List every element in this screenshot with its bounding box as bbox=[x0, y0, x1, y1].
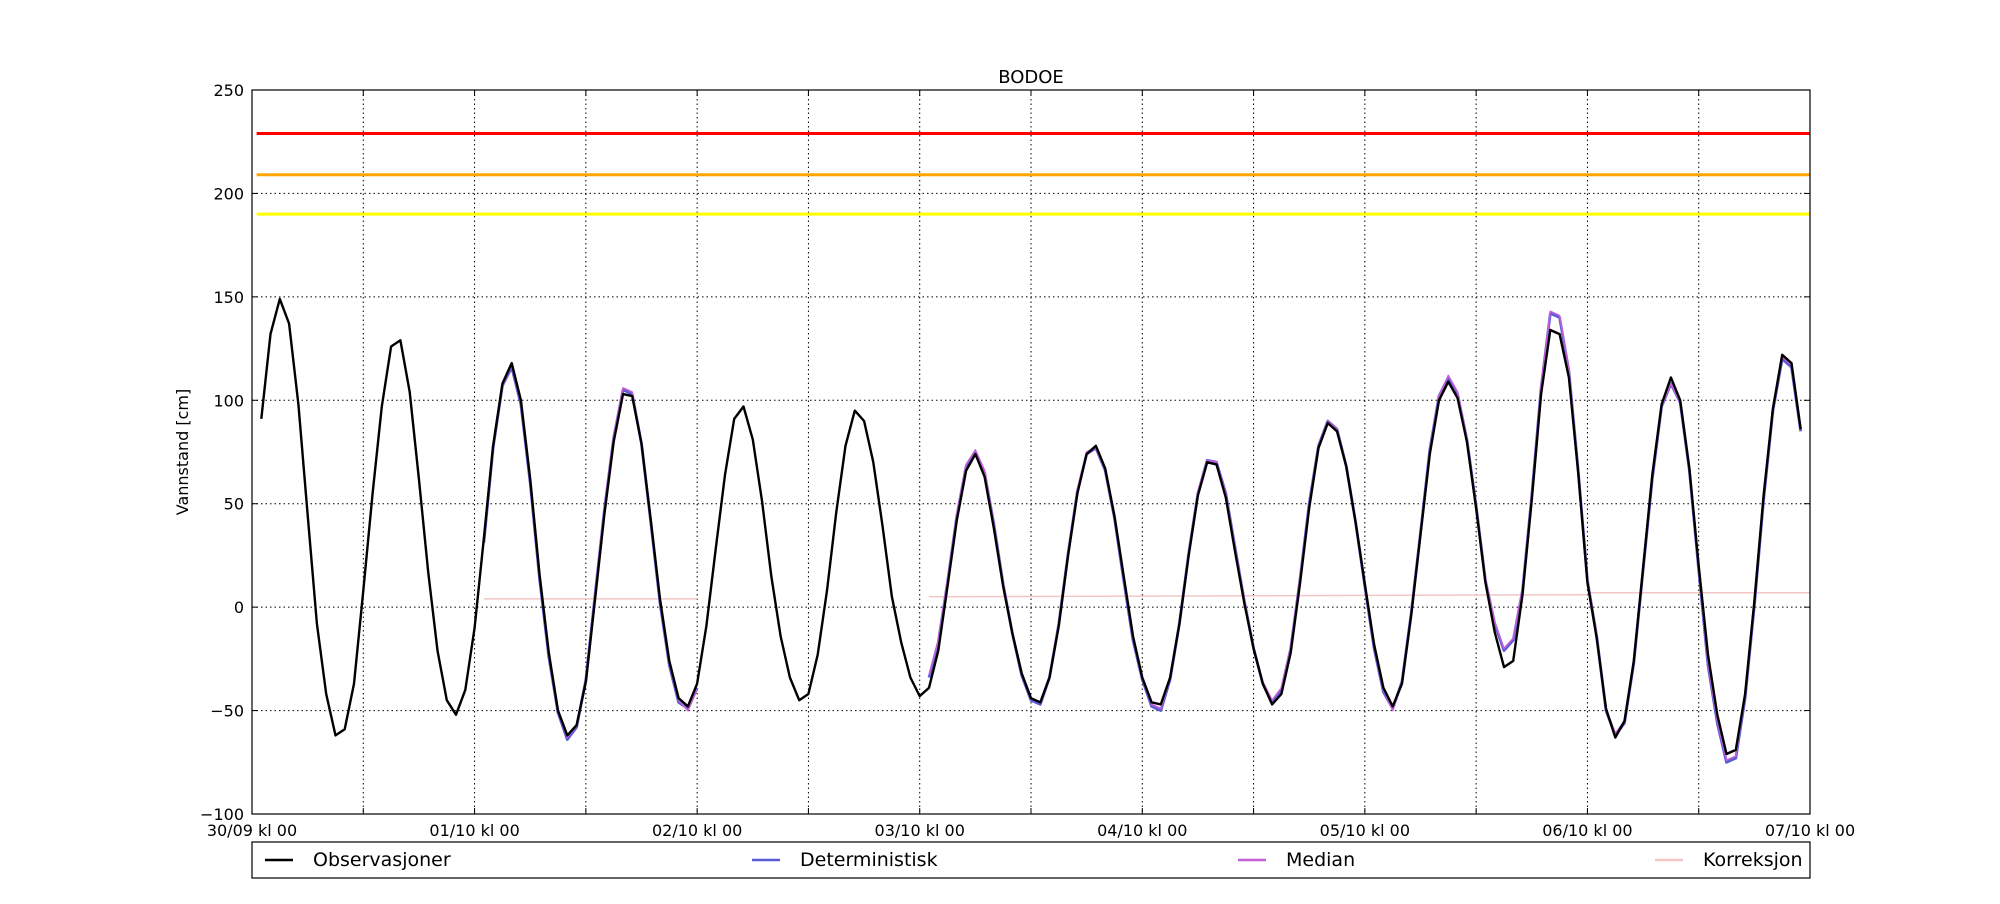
x-tick-label: 05/10 kl 00 bbox=[1320, 821, 1410, 840]
series-line-observasjoner bbox=[260, 297, 1802, 756]
y-tick-label: 0 bbox=[234, 598, 244, 617]
legend-label-deterministisk: Deterministisk bbox=[800, 849, 938, 871]
grid bbox=[252, 90, 1810, 814]
y-axis-label: Vannstand [cm] bbox=[173, 389, 192, 515]
y-tick-label: 50 bbox=[224, 495, 244, 514]
y-tick-label: −50 bbox=[210, 702, 244, 721]
x-axis: 30/09 kl 00 01/10 kl 00 02/10 kl 00 03/10 k… bbox=[207, 90, 1855, 840]
series-line-median bbox=[483, 364, 698, 739]
series-line-deterministisk bbox=[482, 365, 699, 741]
legend-frame bbox=[251, 841, 1811, 879]
legend: Observasjoner Deterministisk Median Korreks… bbox=[251, 841, 1811, 879]
x-tick-label: 04/10 kl 00 bbox=[1097, 821, 1187, 840]
y-axis: −100 −50 0 50 100 150 200 250 bbox=[200, 81, 1810, 824]
y-tick-label: 200 bbox=[213, 184, 244, 203]
x-tick-label: 07/10 kl 00 bbox=[1765, 821, 1855, 840]
legend-label-korreksjon: Korreksjon bbox=[1703, 849, 1803, 871]
y-tick-label: 100 bbox=[213, 391, 244, 410]
x-tick-label: 03/10 kl 00 bbox=[875, 821, 965, 840]
y-tick-label: −100 bbox=[200, 805, 244, 824]
x-tick-label: 06/10 kl 00 bbox=[1542, 821, 1632, 840]
threshold-lines bbox=[256, 131, 1810, 216]
series-lines bbox=[260, 297, 1810, 764]
x-tick-label: 01/10 kl 00 bbox=[429, 821, 519, 840]
x-tick-label: 30/09 kl 00 bbox=[207, 821, 297, 840]
x-tick-label: 02/10 kl 00 bbox=[652, 821, 742, 840]
series-line-korreksjon bbox=[928, 593, 1588, 598]
y-tick-label: 250 bbox=[213, 81, 244, 100]
y-tick-label: 150 bbox=[213, 288, 244, 307]
legend-label-observasjoner: Observasjoner bbox=[313, 849, 451, 871]
legend-label-median: Median bbox=[1286, 849, 1355, 871]
chart-title: BODOE bbox=[998, 67, 1064, 88]
